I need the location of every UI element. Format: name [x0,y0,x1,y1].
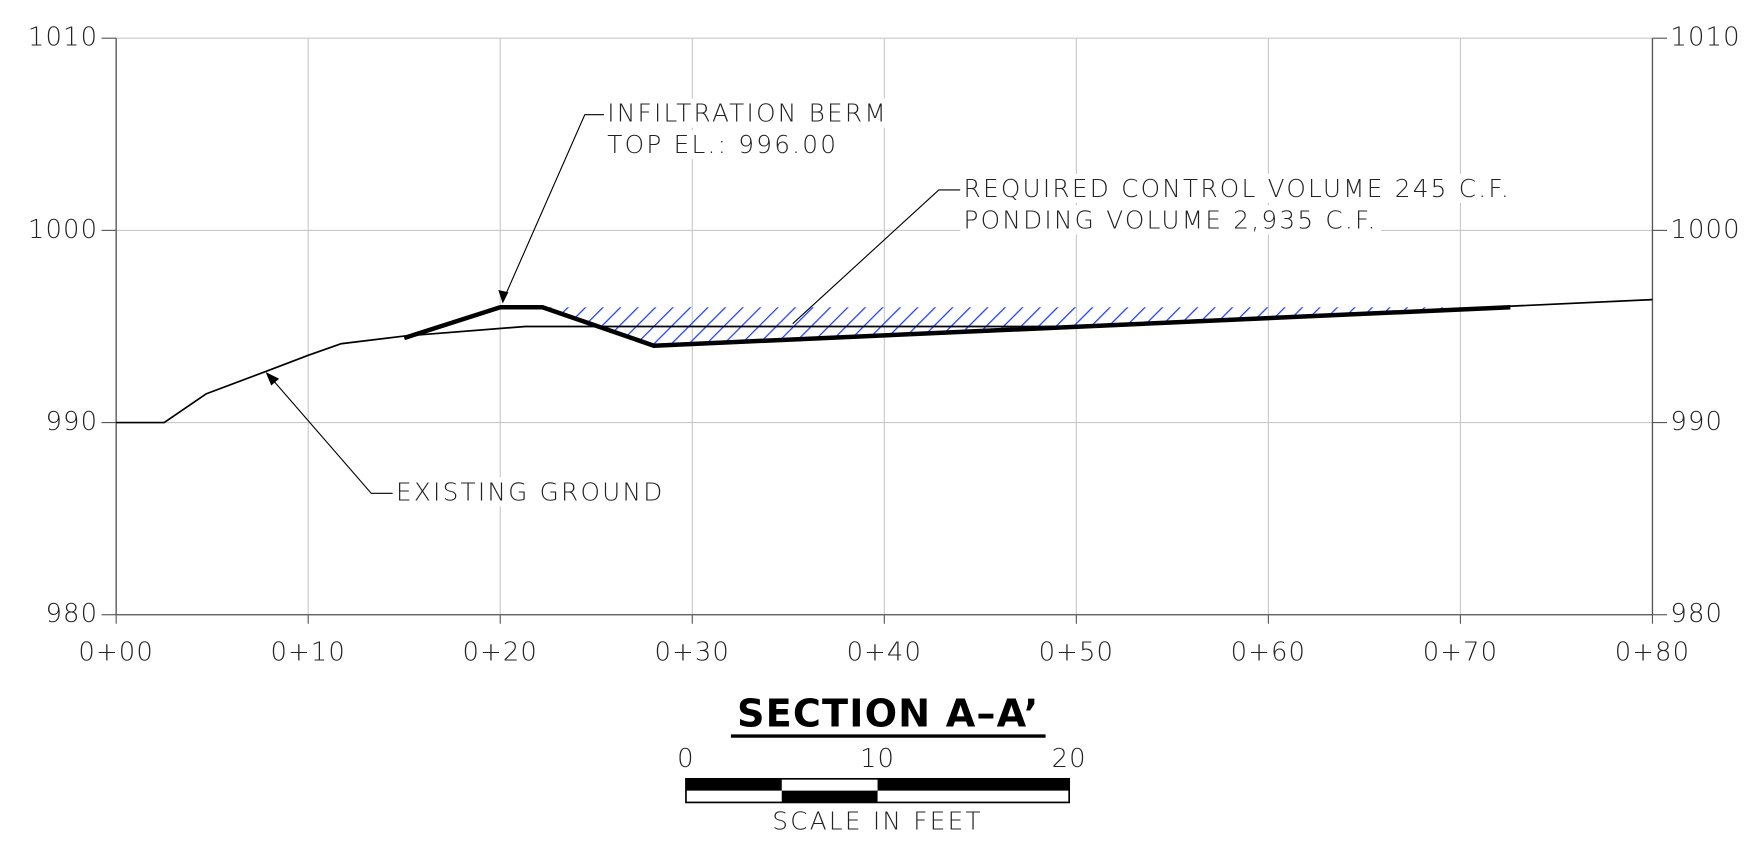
y-tick-label: 1000 [28,215,98,245]
leader [267,373,394,494]
y-tick-label: 1010 [28,23,98,53]
annotation-bg [603,98,892,128]
x-tick-label: 0+50 [1039,637,1114,667]
y-tick-label: 980 [1670,599,1723,629]
section-title: SECTION A–A’ [737,692,1039,736]
leader [792,189,962,325]
existing-ground [116,298,1653,424]
y-tick-label: 990 [46,407,99,437]
y-tick-label: 1010 [1670,23,1740,53]
x-tick-label: 0+40 [847,637,922,667]
scale-frame [685,777,1071,804]
scale-label: 20 [1052,744,1087,774]
x-tick-label: 0+70 [1423,637,1498,667]
scale-label: 0 [677,744,695,774]
annotation: PONDING VOLUME 2,935 C.F. [964,205,1378,234]
annotation: REQUIRED CONTROL VOLUME 245 C.F. [964,174,1511,203]
annotation: EXISTING GROUND [396,477,665,506]
annotation-bg [392,477,668,507]
x-tick-label: 0+80 [1615,637,1690,667]
arrowhead [265,371,280,386]
annotation: INFILTRATION BERM [607,99,888,128]
y-tick-label: 990 [1670,407,1723,437]
annotation-bg [960,173,1515,203]
scale-segment [685,778,782,791]
scale-segment [781,790,878,803]
scale-label: 10 [860,744,895,774]
scale-caption: SCALE IN FEET [772,807,983,836]
annotation-bg [960,205,1382,235]
x-tick-label: 0+30 [655,637,730,667]
y-tick-label: 1000 [1670,215,1740,245]
x-tick-label: 0+10 [270,637,345,667]
arrowhead [498,289,509,304]
scale-segment [877,778,1070,791]
proposed-grade [403,305,1511,348]
x-tick-label: 0+20 [463,637,538,667]
leader [502,114,606,302]
x-tick-label: 0+00 [78,637,153,667]
annotation: TOP EL.: 996.00 [607,130,838,159]
x-tick-label: 0+60 [1231,637,1306,667]
annotation-bg [603,130,842,160]
y-tick-label: 980 [46,599,99,629]
